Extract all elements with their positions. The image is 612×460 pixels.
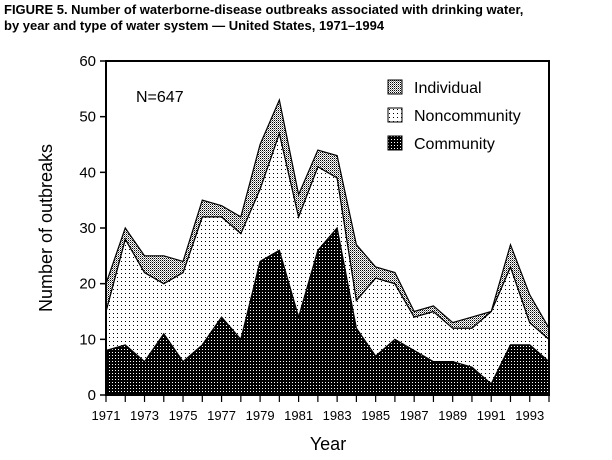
legend-swatch-individual <box>387 79 403 95</box>
legend-label-community: Community <box>414 136 495 153</box>
x-tick-label: 1983 <box>323 408 352 423</box>
y-tick-label: 10 <box>79 331 96 348</box>
legend-swatch-noncommunity <box>387 107 403 123</box>
x-tick-label: 1985 <box>361 408 390 423</box>
legend-label-noncommunity: Noncommunity <box>414 108 521 125</box>
title-line-2: by year and type of water system — Unite… <box>4 18 385 33</box>
x-tick-label: 1991 <box>477 408 506 423</box>
x-tick-label: 1981 <box>284 408 313 423</box>
y-tick-label: 0 <box>88 387 96 404</box>
x-tick-label: 1977 <box>207 408 236 423</box>
y-axis-label: Number of outbreaks <box>36 144 56 312</box>
legend-label-individual: Individual <box>414 80 482 97</box>
x-tick-label: 1979 <box>246 408 275 423</box>
y-tick-label: 60 <box>79 53 96 70</box>
title-line-1: FIGURE 5. Number of waterborne-disease o… <box>4 2 524 17</box>
y-tick-label: 30 <box>79 220 96 237</box>
legend-swatch-community <box>387 135 403 151</box>
x-tick-label: 1993 <box>515 408 544 423</box>
x-tick-label: 1971 <box>92 408 121 423</box>
n-annotation: N=647 <box>136 89 184 106</box>
x-tick-label: 1975 <box>169 408 198 423</box>
x-tick-label: 1989 <box>438 408 467 423</box>
y-tick-label: 20 <box>79 276 96 293</box>
y-tick-label: 50 <box>79 109 96 126</box>
x-axis-label: Year <box>310 434 346 454</box>
x-tick-label: 1973 <box>130 408 159 423</box>
x-tick-label: 1987 <box>400 408 429 423</box>
figure-title: FIGURE 5. Number of waterborne-disease o… <box>4 2 523 34</box>
y-tick-label: 40 <box>79 164 96 181</box>
